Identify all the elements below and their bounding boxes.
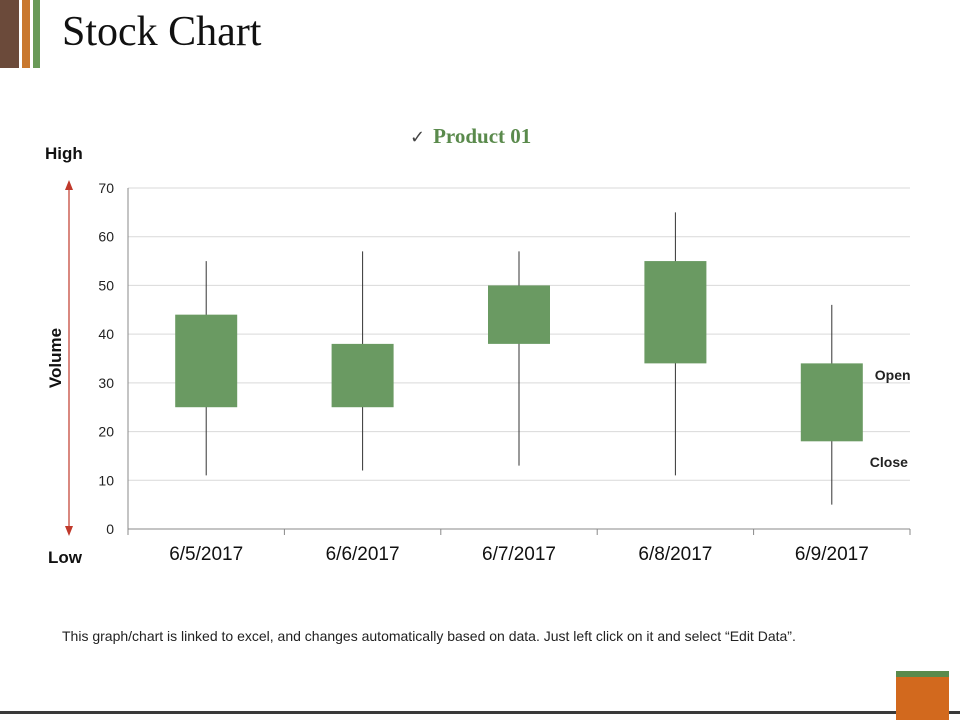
candle-body	[175, 314, 238, 408]
chart-legend: ✓ Product 01	[410, 124, 531, 149]
x-tick-label: 6/7/2017	[482, 544, 556, 565]
legend-label: Product 01	[433, 124, 532, 148]
x-tick-label: 6/9/2017	[795, 544, 869, 565]
decor-bar-orange	[22, 0, 30, 68]
x-tick-label: 6/6/2017	[326, 544, 400, 565]
footer-note: This graph/chart is linked to excel, and…	[62, 628, 796, 644]
y-tick-label: 70	[98, 180, 114, 196]
close-annotation: Close	[870, 454, 908, 470]
x-tick-label: 6/5/2017	[169, 544, 243, 565]
corner-accent-green	[896, 671, 949, 677]
y-tick-label: 20	[98, 424, 114, 440]
open-annotation: Open	[875, 367, 911, 383]
candle-body	[644, 261, 707, 364]
candle-body	[331, 343, 394, 408]
bottom-divider	[0, 711, 960, 714]
y-tick-label: 0	[106, 521, 114, 537]
high-label: High	[45, 144, 83, 163]
arrow-up-head	[65, 180, 73, 190]
arrow-down-head	[65, 526, 73, 536]
y-tick-label: 40	[98, 326, 114, 342]
decor-bar-brown	[0, 0, 19, 68]
corner-accent-orange	[896, 677, 949, 720]
candle-body	[800, 363, 863, 442]
y-tick-label: 50	[98, 277, 114, 293]
check-icon: ✓	[410, 127, 426, 148]
x-tick-label: 6/8/2017	[638, 544, 712, 565]
y-tick-label: 60	[98, 229, 114, 245]
slide-title: Stock Chart	[62, 9, 262, 55]
y-tick-label: 30	[98, 375, 114, 391]
low-label: Low	[48, 548, 82, 567]
y-tick-label: 10	[98, 472, 114, 488]
decor-bar-green	[33, 0, 40, 68]
candle-body	[488, 285, 550, 344]
